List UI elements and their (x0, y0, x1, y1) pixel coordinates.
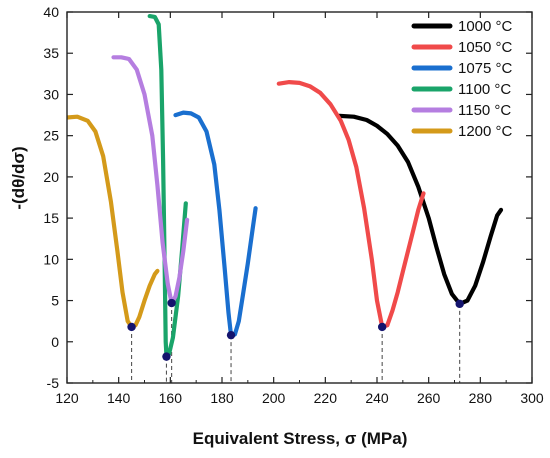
y-axis-label: -(dθ/dσ) (9, 146, 28, 209)
y-tick-label-6: 25 (43, 128, 59, 144)
legend-label-2: 1075 °C (458, 60, 513, 77)
x-tick-label-5: 220 (314, 390, 338, 406)
y-tick-label-8: 35 (43, 45, 59, 61)
y-tick-label-1: 0 (51, 334, 59, 350)
series-line-0 (337, 113, 504, 306)
minimum-markers (127, 298, 464, 361)
series-line-1 (276, 80, 426, 329)
minimum-marker-2 (226, 330, 236, 340)
minimum-marker-3 (162, 352, 171, 361)
y-tick-label-4: 15 (43, 210, 59, 226)
x-tick-label-4: 200 (262, 390, 286, 406)
minimum-guide-lines (131, 303, 461, 383)
x-tick-label-0: 120 (55, 390, 79, 406)
legend-label-5: 1200 °C (458, 123, 513, 140)
legend-label-0: 1000 °C (458, 18, 513, 35)
legend-label-4: 1150 °C (458, 102, 511, 119)
x-tick-label-8: 280 (469, 390, 493, 406)
minimum-marker-0 (455, 299, 464, 309)
x-tick-label-7: 260 (417, 390, 441, 406)
x-tick-label-6: 240 (365, 390, 389, 406)
x-tick-label-3: 180 (210, 390, 234, 406)
y-tick-label-5: 20 (43, 169, 59, 185)
y-tick-label-9: 40 (43, 4, 59, 20)
series-line-2 (173, 110, 258, 338)
x-axis-label: Equivalent Stress, σ (MPa) (193, 429, 408, 448)
y-tick-label-3: 10 (43, 251, 59, 267)
x-tick-label-9: 300 (520, 390, 544, 406)
series-line-4 (111, 55, 190, 306)
minimum-marker-5 (127, 322, 136, 332)
x-tick-label-1: 140 (107, 390, 131, 406)
y-tick-label-2: 5 (51, 293, 59, 309)
series-line-5 (67, 114, 160, 329)
plot-background (67, 12, 532, 383)
legend-label-3: 1100 °C (458, 81, 511, 98)
plot-area (67, 12, 532, 383)
legend: 1000 °C 1050 °C 1075 °C 1100 °C 1150 °C 1200 … (411, 18, 513, 140)
y-tick-label-0: -5 (47, 375, 60, 391)
series-line-3 (147, 14, 188, 359)
y-tick-label-7: 30 (43, 86, 59, 102)
x-tick-label-2: 160 (159, 390, 183, 406)
minimum-marker-4 (167, 298, 176, 308)
axes: 120 140 160 180 200 220 240 260 280 300 -5 0 5 10 15 20… (43, 4, 543, 406)
minimum-marker-1 (377, 322, 387, 332)
series-lines (67, 14, 504, 359)
legend-label-1: 1050 °C (458, 39, 513, 56)
